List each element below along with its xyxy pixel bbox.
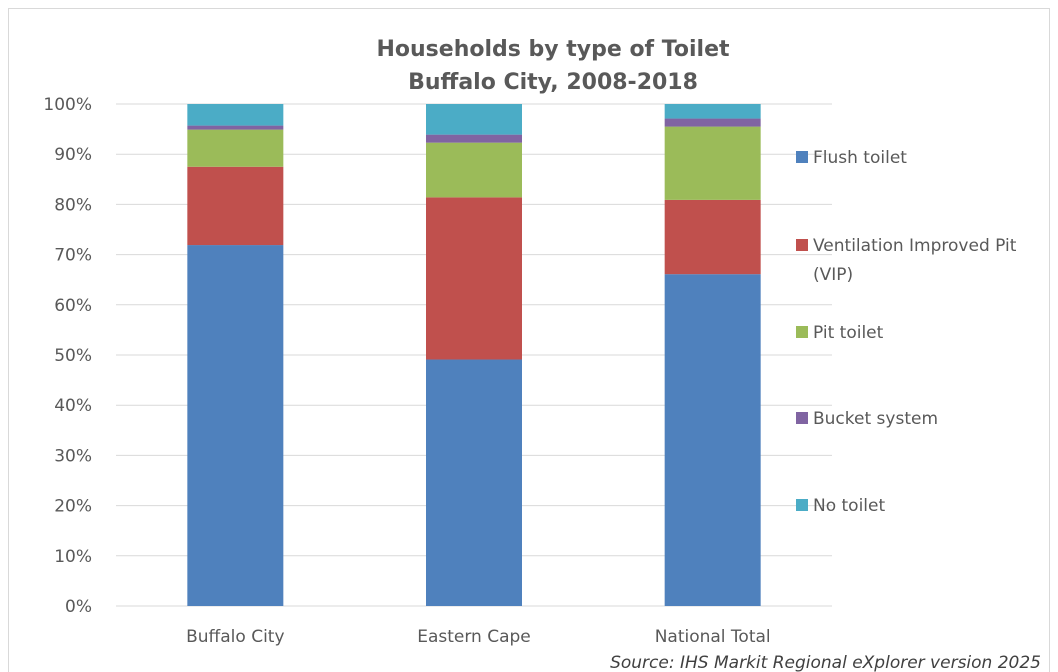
bar-segment-ventilation-improved-pit-vip bbox=[664, 199, 761, 275]
legend-swatch bbox=[796, 151, 808, 163]
legend-item: No toilet bbox=[796, 496, 885, 516]
y-axis-ticks: 0% 10% 20% 30% 40% 50% 60% 70% 80% 90% 100% bbox=[43, 95, 92, 617]
bar-segment-flush-toilet bbox=[426, 359, 522, 606]
bar-segment-pit-toilet bbox=[664, 126, 761, 200]
bar-segment-bucket-system bbox=[426, 134, 522, 143]
y-tick-label: 40% bbox=[54, 396, 92, 416]
legend-swatch bbox=[796, 412, 808, 424]
legend-item: Bucket system bbox=[796, 409, 938, 429]
y-tick-label: 30% bbox=[54, 446, 92, 466]
legend-label: Bucket system bbox=[813, 409, 938, 429]
y-tick-label: 10% bbox=[54, 547, 92, 567]
legend-label: Ventilation Improved Pit bbox=[813, 236, 1017, 256]
y-tick-label: 90% bbox=[54, 145, 92, 165]
y-tick-label: 0% bbox=[65, 597, 92, 617]
bars bbox=[187, 104, 761, 606]
legend-swatch bbox=[796, 326, 808, 338]
legend-item: Ventilation Improved Pit (VIP) bbox=[796, 236, 1017, 285]
bar-segment-bucket-system bbox=[187, 125, 284, 130]
x-category-label: Buffalo City bbox=[186, 627, 284, 647]
legend-label: Flush toilet bbox=[813, 148, 907, 168]
y-tick-label: 50% bbox=[54, 346, 92, 366]
x-axis-labels: Buffalo City Eastern Cape National Total bbox=[186, 627, 771, 647]
legend-label: Pit toilet bbox=[813, 323, 884, 343]
legend-item: Pit toilet bbox=[796, 323, 884, 343]
source-note: Source: IHS Markit Regional eXplorer ver… bbox=[610, 653, 1041, 672]
bar-segment-bucket-system bbox=[664, 118, 761, 127]
bar-segment-flush-toilet bbox=[187, 245, 284, 606]
y-tick-label: 20% bbox=[54, 497, 92, 517]
bar-segment-pit-toilet bbox=[187, 129, 284, 167]
legend: Flush toilet Ventilation Improved Pit (VIP… bbox=[796, 148, 1017, 516]
bar-segment-no-toilet bbox=[664, 104, 761, 119]
bar-segment-flush-toilet bbox=[664, 274, 761, 606]
y-tick-label: 70% bbox=[54, 246, 92, 266]
legend-label: (VIP) bbox=[813, 265, 853, 285]
bar-segment-ventilation-improved-pit-vip bbox=[187, 166, 284, 246]
y-tick-label: 100% bbox=[43, 95, 92, 115]
bar-segment-ventilation-improved-pit-vip bbox=[426, 197, 522, 360]
chart-title: Households by type of Toilet bbox=[376, 37, 730, 62]
chart-subtitle: Buffalo City, 2008-2018 bbox=[408, 70, 698, 95]
legend-item: Flush toilet bbox=[796, 148, 907, 168]
bar-segment-no-toilet bbox=[426, 104, 522, 135]
legend-swatch bbox=[796, 239, 808, 251]
bar-segment-no-toilet bbox=[187, 104, 284, 126]
x-category-label: Eastern Cape bbox=[417, 627, 531, 647]
chart-frame bbox=[8, 8, 1050, 672]
x-category-label: National Total bbox=[655, 627, 771, 647]
y-tick-label: 80% bbox=[54, 195, 92, 215]
y-tick-label: 60% bbox=[54, 296, 92, 316]
bar-segment-pit-toilet bbox=[426, 142, 522, 198]
legend-swatch bbox=[796, 499, 808, 511]
legend-label: No toilet bbox=[813, 496, 885, 516]
